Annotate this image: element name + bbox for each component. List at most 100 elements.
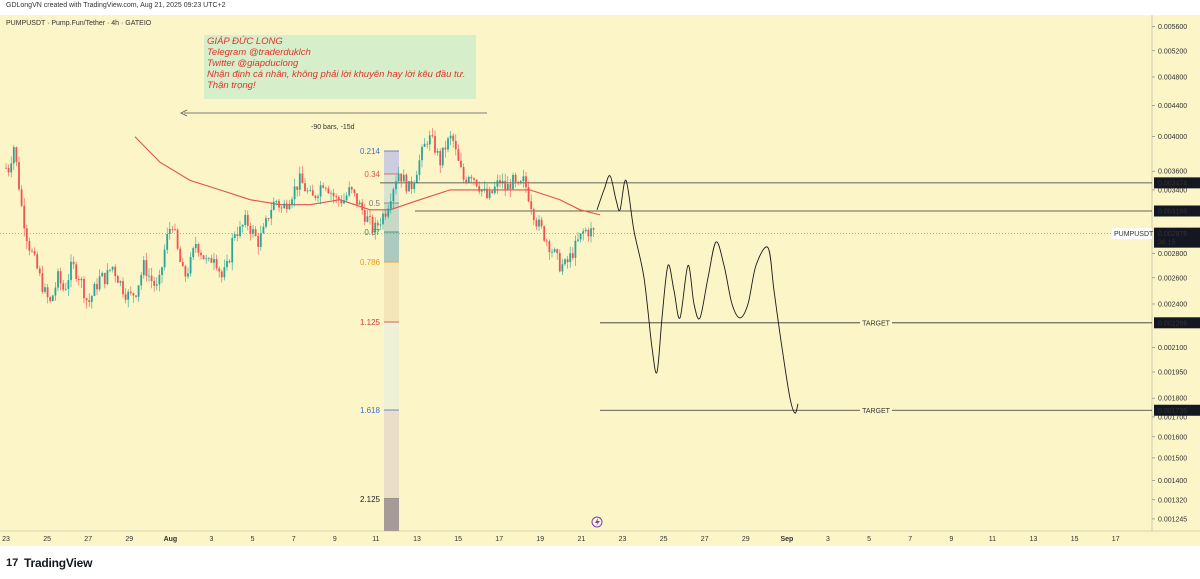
time-tick-label: 3 — [826, 536, 830, 543]
candle-body — [374, 222, 377, 233]
candle-body — [530, 201, 533, 210]
note-line-2: Telegram @traderduklch — [207, 47, 311, 58]
candle-body — [12, 147, 15, 164]
candle-body — [556, 249, 559, 253]
candle-body — [262, 226, 265, 234]
candle-body — [145, 260, 148, 277]
time-tick-label: 7 — [292, 536, 296, 543]
candle-body — [324, 187, 327, 189]
candle-body — [171, 229, 174, 230]
lightning-icon[interactable] — [591, 516, 603, 528]
time-tick-label: 3 — [210, 536, 214, 543]
candle-body — [491, 191, 494, 194]
candle-body — [298, 173, 301, 190]
candle-body — [109, 269, 111, 271]
candle-body — [392, 189, 395, 202]
candle-body — [252, 229, 254, 234]
candle-body — [452, 135, 455, 141]
candle-body — [38, 268, 41, 274]
candle-body — [486, 188, 488, 199]
candle-body — [444, 147, 447, 150]
candle-body — [499, 180, 501, 183]
candle-body — [340, 200, 343, 204]
candle-body — [36, 254, 39, 269]
price-tick-label: 0.001950 — [1158, 369, 1187, 376]
candle-body — [431, 135, 434, 137]
candle-body — [296, 186, 299, 190]
candle-body — [311, 190, 314, 196]
measure-arrowhead — [180, 109, 188, 117]
price-tick-label: 0.001800 — [1158, 396, 1187, 403]
candle-body — [309, 190, 312, 192]
candle-body — [20, 189, 23, 206]
candle-body — [475, 179, 478, 187]
candle-body — [415, 174, 418, 183]
candle-body — [402, 174, 405, 182]
price-badge — [1154, 177, 1200, 189]
candle-body — [462, 167, 465, 180]
candle-body — [439, 150, 442, 166]
time-tick-label: 9 — [949, 536, 953, 543]
candle-body — [337, 197, 340, 201]
countdown-label: 36:15 — [1158, 240, 1176, 247]
candle-body — [493, 186, 496, 194]
price-tick-label: 0.004800 — [1158, 74, 1187, 81]
symbol-tag: PUMPUSDT — [1114, 231, 1154, 238]
candle-body — [319, 185, 322, 197]
fib-band — [384, 262, 399, 322]
candle-body — [512, 174, 514, 189]
current-price-badge — [1154, 227, 1200, 248]
candle-body — [33, 251, 36, 255]
candle-body — [478, 186, 481, 192]
candle-body — [540, 219, 543, 227]
candle-body — [327, 188, 330, 194]
horizontal-levels[interactable]: TARGET TARGET — [0, 182, 1152, 415]
candle-body — [231, 237, 234, 263]
fib-band — [384, 322, 399, 410]
candle-body — [551, 251, 553, 253]
candle-body — [51, 295, 54, 302]
candle-body — [465, 179, 468, 183]
candle-body — [314, 195, 317, 198]
date-range-measure[interactable]: -90 bars, -15d — [180, 109, 487, 131]
candle-body — [348, 187, 351, 196]
candle-body — [265, 218, 267, 227]
price-tick-label: 0.001400 — [1158, 478, 1187, 485]
price-tick-label: 0.002600 — [1158, 275, 1187, 282]
price-axis-labels: 0.003474 0.003188 PUMPUSDT 0.002975 36:15 0.0… — [1112, 177, 1200, 416]
candle-body — [106, 270, 109, 284]
candle-body — [335, 196, 338, 198]
candle-body — [501, 180, 504, 183]
candle-body — [400, 173, 403, 182]
candle-body — [460, 160, 462, 168]
candle-body — [571, 253, 574, 258]
candle-body — [514, 174, 517, 182]
price-tick-label: 0.005600 — [1158, 24, 1187, 31]
price-axis-ticks: 0.005600 0.005200 0.004800 0.004400 0.004000… — [1152, 24, 1187, 523]
projection-path[interactable] — [596, 175, 799, 414]
time-tick-label: 17 — [495, 536, 503, 543]
candle-body — [202, 255, 205, 260]
price-badge — [1154, 205, 1200, 217]
candle-body — [564, 259, 566, 265]
time-tick-label: 29 — [742, 536, 750, 543]
fib-level-label: 1.125 — [360, 318, 381, 327]
note-box[interactable]: GIÁP ĐỨC LONG Telegram @traderduklch Twi… — [204, 35, 476, 99]
candle-body — [553, 249, 556, 252]
candle-body — [158, 274, 161, 285]
candle-body — [28, 241, 31, 251]
time-tick-label: 19 — [536, 536, 544, 543]
measure-label: -90 bars, -15d — [311, 124, 355, 131]
time-tick-label: 23 — [2, 536, 10, 543]
price-tick-label: 0.004400 — [1158, 103, 1187, 110]
price-chart[interactable]: PUMPUSDT · Pump.Fun/Tether · 4h · GATEIO… — [0, 15, 1200, 546]
candle-body — [270, 210, 273, 219]
candle-body — [114, 266, 117, 277]
candle-body — [345, 195, 348, 201]
tradingview-brand[interactable]: TradingView — [24, 556, 93, 570]
candle-body — [538, 219, 540, 227]
candle-body — [101, 272, 104, 277]
price-tick-label: 0.002400 — [1158, 301, 1187, 308]
candle-body — [93, 283, 96, 296]
candle-body — [382, 213, 384, 225]
